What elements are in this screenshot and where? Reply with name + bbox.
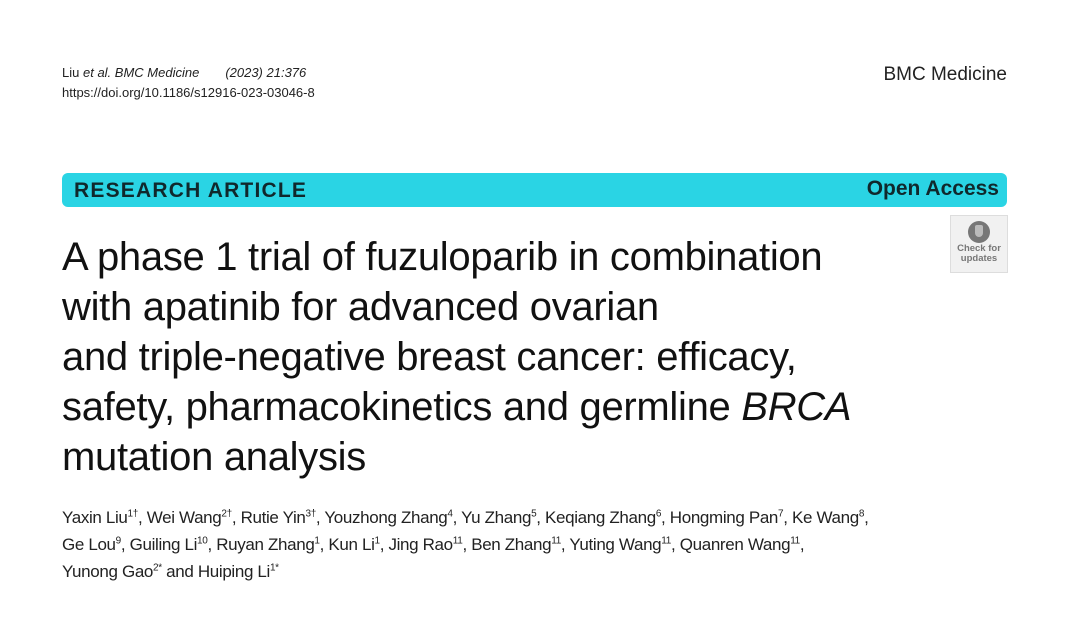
author-name[interactable]: Rutie Yin3† <box>240 508 317 527</box>
author-name[interactable]: Keqiang Zhang6 <box>545 508 662 527</box>
author-affiliation: 1 <box>314 535 320 547</box>
author-affiliation: 1* <box>269 562 279 574</box>
title-text: safety, pharmacokinetics and germline <box>62 385 742 429</box>
author-name[interactable]: Hongming Pan7 <box>669 508 784 527</box>
citation-author: Liu <box>62 65 80 80</box>
author-affiliation: 11 <box>790 535 800 547</box>
title-line: safety, pharmacokinetics and germline BR… <box>62 382 852 432</box>
author-affiliation: 8 <box>858 508 865 520</box>
check-updates-line2: updates <box>960 253 998 264</box>
article-title: A phase 1 trial of fuzuloparib in combin… <box>62 232 852 482</box>
author-name[interactable]: Quanren Wang11 <box>679 535 800 554</box>
author-affiliation: 2† <box>221 508 232 520</box>
author-name[interactable]: Ruyan Zhang1 <box>216 535 320 554</box>
author-affiliation: 11 <box>661 535 671 547</box>
title-italic-gene: BRCA <box>741 385 852 429</box>
author-name[interactable]: Ke Wang8 <box>792 508 865 527</box>
title-line: and triple-negative breast cancer: effic… <box>62 335 797 379</box>
author-affiliation: 1† <box>127 508 139 520</box>
author-name[interactable]: Huiping Li1* <box>197 562 279 581</box>
author-name[interactable]: Ge Lou9 <box>62 535 121 554</box>
check-for-updates-icon <box>968 221 990 243</box>
author-affiliation: 5 <box>531 508 537 520</box>
author-affiliation: 7 <box>778 508 784 520</box>
author-name[interactable]: Guiling Li10 <box>129 535 208 554</box>
author-affiliation: 11 <box>452 535 463 547</box>
check-updates-line1: Check for <box>957 243 1001 254</box>
author-line: Ge Lou9, Guiling Li10, Ruyan Zhang1, Kun… <box>62 535 805 554</box>
author-name[interactable]: Yaxin Liu1† <box>62 508 138 527</box>
author-affiliation: 6 <box>655 508 662 520</box>
title-line: A phase 1 trial of fuzuloparib in combin… <box>62 235 823 279</box>
author-name[interactable]: Kun Li1 <box>328 535 381 554</box>
author-name[interactable]: Yunong Gao2* <box>62 562 162 581</box>
author-affiliation: 1 <box>374 535 381 547</box>
author-affiliation: 2* <box>153 562 162 574</box>
doi-link[interactable]: https://doi.org/10.1186/s12916-023-03046… <box>62 85 315 100</box>
journal-name: BMC Medicine <box>883 64 1007 85</box>
author-name[interactable]: Yu Zhang5 <box>461 508 537 527</box>
citation-year: (2023) 21:376 <box>225 65 307 80</box>
author-affiliation: 9 <box>115 535 122 547</box>
author-name[interactable]: Jing Rao11 <box>388 535 463 554</box>
open-access-label: Open Access <box>866 177 999 200</box>
article-type-banner: RESEARCH ARTICLE Open Access <box>62 173 1007 207</box>
author-affiliation: 11 <box>551 535 561 547</box>
author-affiliation: 4 <box>447 508 453 520</box>
author-affiliation: 10 <box>197 535 208 547</box>
article-type: RESEARCH ARTICLE <box>74 179 308 202</box>
author-name[interactable]: Ben Zhang11 <box>471 535 561 554</box>
check-for-updates-button[interactable]: Check for updates <box>950 215 1008 273</box>
author-affiliation: 3† <box>305 508 316 520</box>
title-line: with apatinib for advanced ovarian <box>62 285 659 329</box>
citation-journal: et al. BMC Medicine <box>82 65 200 80</box>
author-name[interactable]: Youzhong Zhang4 <box>324 508 453 527</box>
title-line: mutation analysis <box>62 435 366 479</box>
author-list: Yaxin Liu1†, Wei Wang2†, Rutie Yin3†, Yo… <box>62 504 869 585</box>
author-name[interactable]: Wei Wang2† <box>146 508 232 527</box>
author-line: Yaxin Liu1†, Wei Wang2†, Rutie Yin3†, Yo… <box>62 508 869 527</box>
author-line: Yunong Gao2* and Huiping Li1* <box>62 562 279 581</box>
citation-block: Liu et al. BMC Medicine (2023) 21:376 htt… <box>62 63 315 103</box>
author-name[interactable]: Yuting Wang11 <box>569 535 671 554</box>
